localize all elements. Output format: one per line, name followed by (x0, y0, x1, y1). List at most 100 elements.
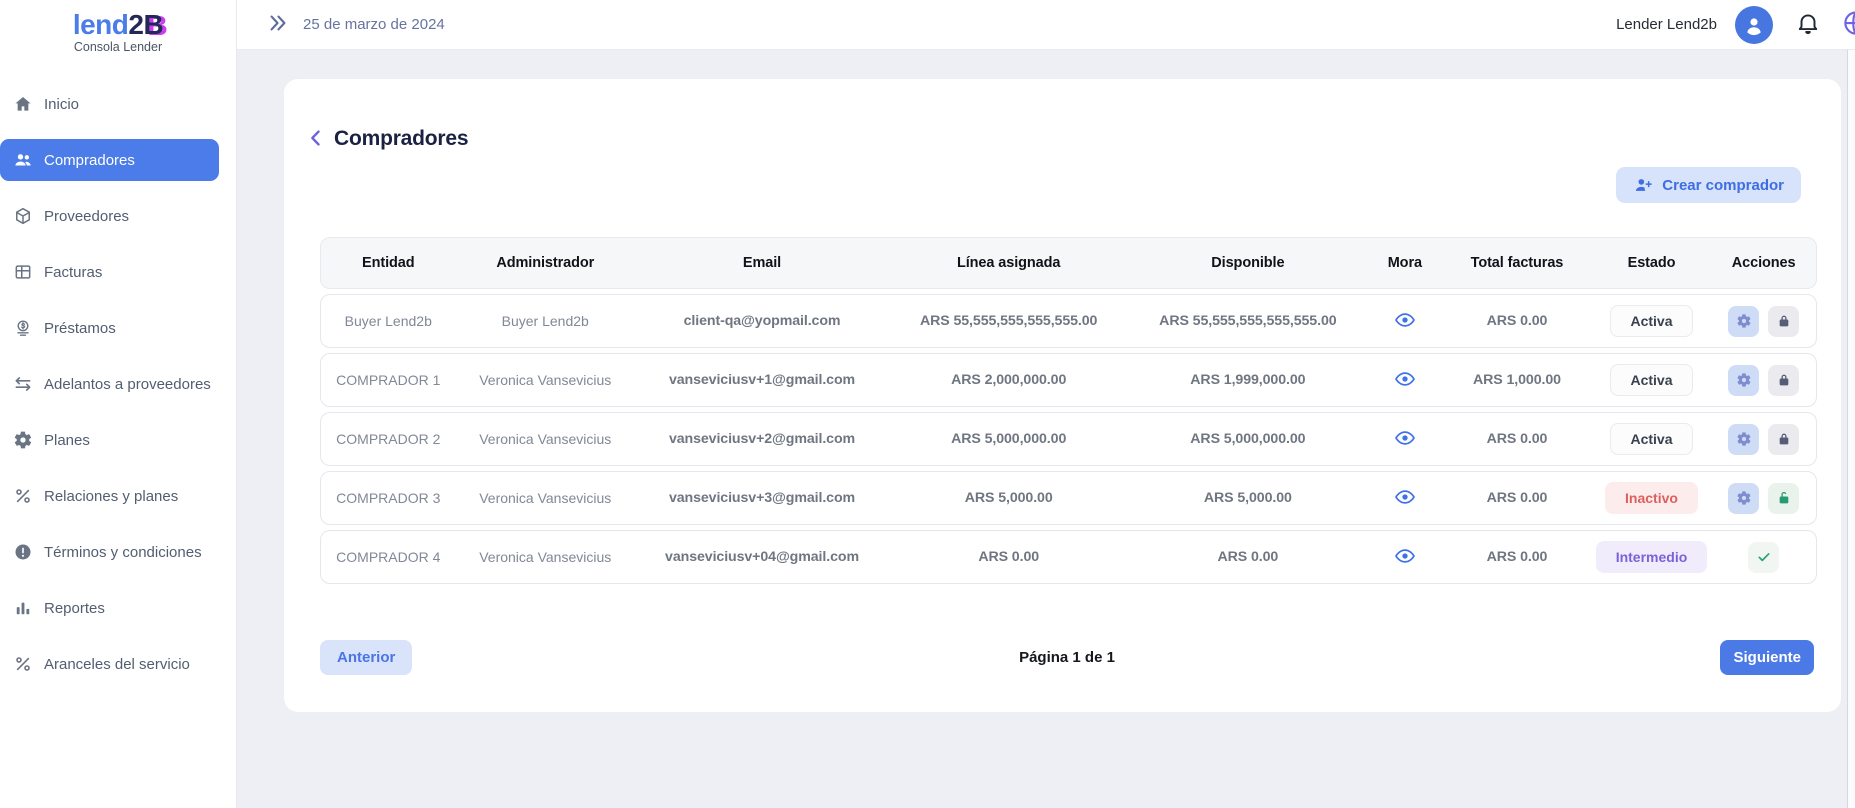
sidebar-item-label: Adelantos a proveedores (44, 375, 211, 393)
current-date: 25 de marzo de 2024 (303, 16, 445, 33)
view-mora-button[interactable] (1393, 427, 1417, 451)
cell-linea-asignada: ARS 2,000,000.00 (951, 372, 1067, 388)
view-mora-button[interactable] (1393, 368, 1417, 392)
scrollbar[interactable] (1847, 50, 1855, 808)
page-title: Compradores (334, 127, 469, 151)
cell-administrador: Veronica Vansevicius (479, 549, 612, 565)
previous-page-button[interactable]: Anterior (320, 640, 413, 675)
language-button[interactable] (1841, 8, 1855, 41)
sidebar-item-aranceles-del-servicio[interactable]: Aranceles del servicio (0, 643, 219, 685)
sidebar-item-inicio[interactable]: Inicio (0, 83, 219, 125)
status-badge: Activa (1610, 305, 1693, 337)
cell-mora (1367, 486, 1442, 511)
swap-arrows-icon (13, 374, 33, 394)
gear-icon (1736, 372, 1752, 388)
check-action-button[interactable] (1748, 541, 1780, 573)
lock-icon (1776, 313, 1792, 329)
status-badge: Inactivo (1605, 482, 1698, 514)
status-badge: Activa (1610, 364, 1693, 396)
user-name: Lender Lend2b (1616, 16, 1717, 33)
gear-action-button[interactable] (1728, 305, 1760, 337)
cell-disponible: ARS 55,555,555,555,555.00 (1159, 313, 1337, 329)
column-header-administrador: Administrador (496, 255, 595, 271)
sidebar-item-adelantos-a-proveedores[interactable]: Adelantos a proveedores (0, 363, 219, 405)
sidebar-item-compradores[interactable]: Compradores (0, 139, 219, 181)
table-row: COMPRADOR 1 Veronica Vansevicius vansevici… (320, 353, 1817, 407)
gear-icon (1736, 431, 1752, 447)
cell-estado: Inactivo (1592, 482, 1712, 514)
cell-administrador: Veronica Vansevicius (479, 431, 612, 447)
brand-subtitle: Consola Lender (73, 40, 163, 54)
sidebar-item-label: Reportes (44, 599, 105, 617)
cell-administrador: Veronica Vansevicius (479, 490, 612, 506)
cell-email: vanseviciusv+1@gmail.com (668, 372, 856, 388)
sidebar-item-prestamos[interactable]: Préstamos (0, 307, 219, 349)
cell-linea-asignada: ARS 55,555,555,555,555.00 (919, 313, 1098, 329)
cube-icon (13, 206, 33, 226)
column-header-email: Email (742, 255, 782, 271)
lock-action-button[interactable] (1768, 305, 1800, 337)
sidebar-item-relaciones-y-planes[interactable]: Relaciones y planes (0, 475, 219, 517)
status-badge: Intermedio (1595, 541, 1708, 573)
unlock-icon (1776, 490, 1792, 506)
column-header-estado: Estado (1627, 255, 1676, 271)
sidebar-nav: Inicio Compradores Proveedores Facturas Prés… (0, 83, 236, 685)
cell-mora (1367, 545, 1442, 570)
alert-circle-icon (13, 542, 33, 562)
sidebar-item-proveedores[interactable]: Proveedores (0, 195, 219, 237)
person-icon (1742, 13, 1766, 37)
column-header-disponible: Disponible (1211, 255, 1285, 271)
sidebar-item-reportes[interactable]: Reportes (0, 587, 219, 629)
table-row: Buyer Lend2b Buyer Lend2b client-qa@yopmai… (320, 294, 1817, 348)
sidebar-collapse-button[interactable] (267, 12, 289, 37)
home-icon (13, 94, 33, 114)
pagination: Anterior Página 1 de 1 Siguiente (320, 640, 1814, 675)
cell-administrador: Buyer Lend2b (501, 313, 589, 329)
table-row: COMPRADOR 3 Veronica Vansevicius vansevici… (320, 471, 1817, 525)
sidebar-item-planes[interactable]: Planes (0, 419, 219, 461)
lock-action-button[interactable] (1768, 364, 1800, 396)
users-icon (13, 150, 33, 170)
sidebar-item-facturas[interactable]: Facturas (0, 251, 219, 293)
cell-email: vanseviciusv+04@gmail.com (665, 549, 859, 565)
eye-icon (1394, 545, 1416, 567)
gear-action-button[interactable] (1728, 423, 1760, 455)
notifications-button[interactable] (1795, 10, 1821, 39)
cell-linea-asignada: ARS 0.00 (978, 549, 1040, 565)
column-header-mora: Mora (1387, 255, 1422, 271)
topbar: 25 de marzo de 2024 Lender Lend2b (237, 0, 1855, 50)
bar-chart-icon (13, 598, 33, 618)
sidebar-item-label: Facturas (44, 263, 103, 281)
next-page-button[interactable]: Siguiente (1720, 640, 1814, 675)
unlock-action-button[interactable] (1768, 482, 1800, 514)
view-mora-button[interactable] (1393, 545, 1417, 569)
lock-icon (1776, 431, 1792, 447)
status-badge: Activa (1610, 423, 1693, 455)
view-mora-button[interactable] (1393, 309, 1417, 333)
gear-action-button[interactable] (1728, 482, 1760, 514)
create-comprador-button[interactable]: Crear comprador (1616, 167, 1801, 203)
sidebar-item-label: Relaciones y planes (44, 487, 179, 505)
cell-acciones (1711, 305, 1816, 337)
view-mora-button[interactable] (1393, 486, 1417, 510)
table-row: COMPRADOR 4 Veronica Vansevicius vansevici… (320, 530, 1817, 584)
cell-acciones (1711, 482, 1816, 514)
cell-acciones (1711, 541, 1816, 573)
sidebar-item-label: Proveedores (44, 207, 130, 225)
sidebar-item-label: Compradores (44, 151, 135, 169)
logo-text-accent: B (143, 9, 164, 40)
sidebar-item-label: Términos y condiciones (44, 543, 202, 561)
cell-total-facturas: ARS 0.00 (1486, 490, 1548, 506)
column-header-acciones: Acciones (1731, 255, 1796, 271)
sidebar-item-terminos-y-condiciones[interactable]: Términos y condiciones (0, 531, 219, 573)
lock-action-button[interactable] (1768, 423, 1800, 455)
cell-total-facturas: ARS 0.00 (1486, 313, 1548, 329)
user-avatar[interactable] (1735, 5, 1773, 44)
back-button[interactable] (305, 127, 327, 152)
grid-icon (13, 262, 33, 282)
cell-total-facturas: ARS 0.00 (1486, 549, 1548, 565)
compradores-card: Compradores Crear comprador Entidad Admin… (284, 79, 1841, 712)
cell-estado: Activa (1592, 423, 1712, 455)
gear-action-button[interactable] (1728, 364, 1760, 396)
gear-icon (1736, 490, 1752, 506)
